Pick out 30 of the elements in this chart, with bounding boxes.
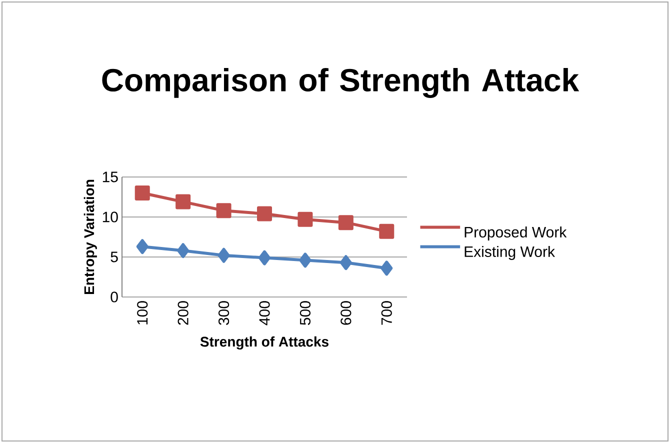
point (136, 239, 148, 254)
x-tick-label: 600 (340, 301, 352, 325)
point (340, 255, 352, 270)
legend-label: Existing Work (464, 246, 555, 260)
point (338, 215, 354, 230)
point (216, 203, 232, 218)
point (298, 212, 313, 227)
y-tick-label: 10 (102, 212, 118, 222)
x-tick-label: 500 (300, 301, 311, 325)
chart-title: Comparison of Strength Attack (102, 68, 580, 98)
point (218, 248, 230, 263)
x-tick-label: 100 (137, 301, 148, 324)
point (177, 243, 190, 258)
x-tick-label: 200 (178, 301, 188, 325)
point (257, 206, 272, 222)
point (258, 250, 270, 266)
y-axis-title: Entropy Variation (84, 180, 97, 294)
point (380, 260, 393, 276)
x-tick-label: 700 (381, 301, 392, 325)
y-tick-label: 15 (102, 172, 118, 182)
y-tick-label: 5 (110, 252, 118, 262)
legend-label: Proposed Work (464, 226, 567, 240)
point (134, 185, 150, 200)
x-tick-label: 400 (259, 301, 270, 326)
point (379, 224, 394, 239)
point (299, 252, 312, 268)
point (176, 194, 191, 210)
x-axis-title: Strength of Attacks (200, 336, 328, 350)
y-tick-label: 0 (110, 292, 118, 302)
x-tick-label: 300 (218, 301, 230, 325)
